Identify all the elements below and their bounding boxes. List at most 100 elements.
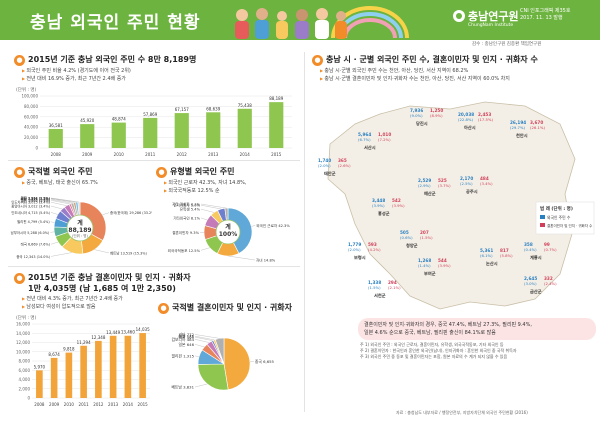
bar [80,345,87,398]
leader-line [200,203,227,209]
region-pct-b: (0.7%) [544,247,557,252]
slice-label: 베트남 13,519 (15.3%) [110,250,147,255]
region-pct-a: (0.6%) [400,235,413,240]
section-marriage-nationality-title: ● 국적별 결혼이민자 및 인지 · 귀화자 [158,302,292,314]
center-value: 100% [219,231,238,238]
region-pct-a: (2.0%) [318,163,331,168]
bar [109,335,117,398]
center-value: 88,189 [68,227,91,234]
province-outline [327,101,576,310]
data-label: 5,970 [34,364,46,369]
region-pct-b: (17.5%) [478,117,494,122]
x-tick-label: 2015 [271,152,282,157]
bar [95,340,102,398]
slice-label: 북미 1,445 (1.6%) [21,197,51,202]
slice-label: 몽골 1,291 (1.5%) [21,197,51,201]
footnote: 주 1) 외국인 주민 : 외국인 근로자, 결혼이민자, 유학생, 외국국적동… [360,342,504,347]
region-value-a: 5,361 [480,248,493,253]
slice-label: 일본 1,003 (1.1%) [21,198,51,203]
bar [80,124,95,148]
slice-label: 베트남 3,831 [171,385,194,390]
region-value-a: 1,268 [418,258,431,263]
region-pct-a: (2.5%) [460,181,473,186]
slice-label: 기타 3,844 (3.5%) [21,196,51,201]
leader-line [228,255,256,261]
leader-line [194,339,210,343]
region-value-b: 525 [438,178,447,183]
region-pct-b: (1.5%) [420,235,433,240]
region-pct-a: (22.8%) [458,117,474,122]
section-type-bullets: 외국인 근로자 42.3%, 자녀 14.8%, 외국국적동포 12.5% 순 [164,179,246,195]
leader-line [194,336,215,341]
region-value-b: 484 [480,176,489,181]
region-value-a: 1,740 [318,158,331,163]
marriage-highlight-box: 결혼이민자 및 인지·귀화자의 경우, 중국 47.4%, 베트남 27.3%,… [358,318,596,340]
leader-line [50,198,77,203]
map-region-label: 1,740(2.0%) 365(2.6%)태안군 [318,158,351,177]
y-tick-label: 8,000 [19,359,31,364]
x-tick-label: 2014 [123,402,134,407]
region-value-b: 1,010 [378,132,391,137]
x-tick-label: 2008 [34,402,45,407]
region-pct-b: (3.7%) [438,183,451,188]
region-pct-a: (2.0%) [348,247,361,252]
x-tick-label: 2011 [79,402,90,407]
region-value-b: 207 [420,230,429,235]
slice-label: 중앙아시아 3,012 (3.4%) [11,204,50,209]
region-value-b: 99 [544,242,550,247]
leader-line [50,202,67,206]
data-label: 8,674 [48,352,60,357]
section-badge-icon: ● [14,55,25,66]
header-banner: 충남 외국인 주민 현황 충남연구원 ChungNam Institute CN… [0,0,600,40]
slice-label: 중국 6,655 [255,359,275,364]
section-type-title: ● 유형별 외국인 주민 [156,166,234,178]
section-badge-icon: ● [156,167,167,178]
region-value-a: 358 [524,242,533,247]
section-nationality-title: ● 국적별 외국인 주민 [14,166,92,178]
bar [206,112,221,148]
bullet-item: 외국인 주민 비율 4.2% (경기도에 이어 전국 2위) [22,67,131,75]
slice-label: 자녀 14.8% [256,257,276,262]
region-value-a: 1,338 [368,280,381,285]
bar [48,128,63,148]
map-region-label: 358(0.4%) 99(0.7%)계룡시 [524,242,557,261]
pie-center [66,214,94,242]
legend-box [535,201,595,235]
map-region-label: 2,645(3.0%) 332(2.4%)금산군 [524,276,557,295]
region-pct-b: (3.9%) [438,263,451,268]
region-pct-b: (3.4%) [480,181,493,186]
leader-line [50,197,79,203]
leader-line [50,212,58,215]
region-pct-a: (1.5%) [368,285,381,290]
region-name: 당진시 [416,120,428,127]
map-region-label: 7,936(9.0%) 1,250(8.9%)당진시 [410,108,443,127]
region-value-a: 20,038 [458,112,474,117]
center-unit: (단위 : 명) [72,233,88,238]
leader-line [102,212,110,215]
section-map-bullets: 충남 시·군별 외국인 주민 수는 천안, 아산, 당진, 서산 지역이 68.… [320,67,510,83]
leader-line [251,225,256,227]
y-tick-label: 100,000 [21,94,38,99]
region-pct-b: (2.1%) [388,285,401,290]
leader-line [50,199,73,204]
x-tick-label: 2010 [64,402,75,407]
data-label: 88,189 [269,96,283,101]
y-tick-label: 80,000 [24,104,38,109]
center-label: 계 [225,223,231,231]
region-value-a: 2,645 [524,276,537,281]
bar [143,117,158,148]
slice-label: 기타 772 [179,332,195,337]
y-tick-label: 12,000 [16,340,30,345]
y-tick-label: 60,000 [24,114,38,119]
x-tick-label: 2012 [177,152,188,157]
region-value-b: 593 [368,242,377,247]
data-label: 13,460 [121,330,135,335]
slice-label: 인도차이나 3,015 (3.4%) [11,200,50,205]
x-tick-label: 2010 [114,152,125,157]
leader-line [50,241,59,245]
x-tick-label: 2014 [240,152,251,157]
region-value-a: 7,936 [410,108,423,113]
data-label: 12,348 [91,335,105,340]
section-nationality-bullets: 중국, 베트남, 태국 출신이 65.7% [22,179,97,187]
region-pct-b: (4.2%) [368,247,381,252]
